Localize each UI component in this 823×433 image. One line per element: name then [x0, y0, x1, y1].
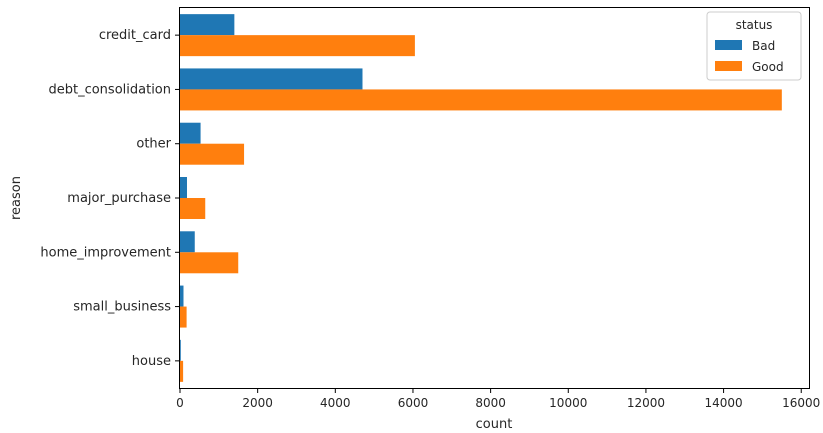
legend-label-good: Good [752, 60, 784, 74]
bar-bad-major-purchase [180, 177, 187, 198]
legend-swatch-bad [715, 40, 742, 50]
bar-good-home-improvement [180, 252, 239, 274]
bar-bad-other [180, 122, 201, 144]
y-tick-label: major_purchase [67, 191, 171, 206]
legend-label-bad: Bad [752, 39, 775, 53]
legend: status Bad Good [706, 11, 802, 81]
bar-good-debt-consolidation [180, 89, 782, 111]
x-tick-label: 16000 [782, 396, 820, 410]
bar-bad-home-improvement [180, 231, 195, 253]
x-tick-label: 14000 [704, 396, 742, 410]
bar-bad-credit-card [180, 14, 235, 36]
y-tick-label: other [136, 137, 171, 152]
y-tick-label: credit_card [99, 28, 171, 43]
x-tick-label: 4000 [320, 396, 351, 410]
bar-bad-small-business [180, 285, 184, 307]
x-tick-label: 0 [176, 396, 184, 410]
legend-title: status [736, 18, 773, 32]
x-tick-label: 6000 [398, 396, 429, 410]
bar-good-major-purchase [180, 198, 206, 219]
x-tick-label: 10000 [549, 396, 587, 410]
y-tick-label: debt_consolidation [48, 82, 171, 97]
y-axis-label: reason [9, 176, 24, 220]
bar-bad-house [180, 339, 181, 361]
y-tick-label: house [132, 354, 171, 369]
bar-good-house [180, 360, 184, 382]
x-tick-label: 12000 [627, 396, 665, 410]
bar-good-credit-card [180, 35, 415, 57]
x-axis-label: count [476, 417, 513, 429]
x-tick-label: 8000 [475, 396, 506, 410]
bar-good-small-business [180, 306, 187, 328]
legend-swatch-good [715, 61, 742, 71]
y-tick-label: small_business [73, 300, 171, 315]
y-tick-label: home_improvement [40, 245, 171, 260]
bar-bad-debt-consolidation [180, 68, 363, 90]
bar-good-other [180, 143, 245, 165]
x-tick-label: 2000 [242, 396, 273, 410]
